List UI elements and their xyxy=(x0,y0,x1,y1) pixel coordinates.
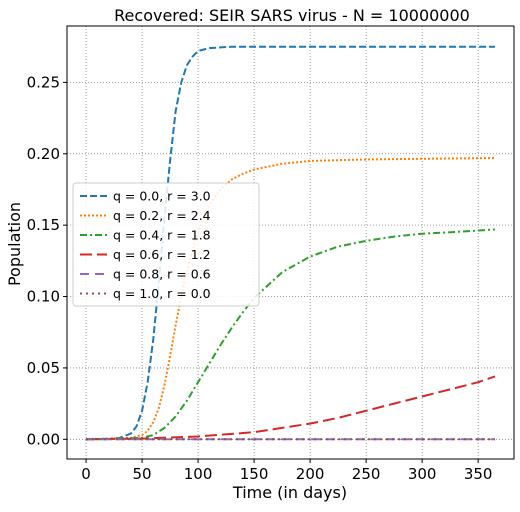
x-tick-label: 100 xyxy=(184,465,213,483)
series-line-3 xyxy=(86,228,496,441)
chart-title: Recovered: SEIR SARS virus - N = 1000000… xyxy=(114,6,470,25)
y-tick-label: 0.10 xyxy=(27,288,60,306)
legend-entry-label: q = 0.8, r = 0.6 xyxy=(113,267,211,282)
legend-entry-label: q = 0.6, r = 1.2 xyxy=(113,247,211,262)
y-axis-label: Population xyxy=(5,202,24,286)
y-tick-label: 0.15 xyxy=(27,216,60,234)
y-tick-label: 0.05 xyxy=(27,359,60,377)
series-line-1 xyxy=(86,45,495,441)
x-tick-label: 200 xyxy=(296,465,325,483)
legend-entry-label: q = 0.0, r = 3.0 xyxy=(113,189,211,204)
series-layer xyxy=(86,45,496,441)
x-tick-label: 0 xyxy=(81,465,91,483)
legend-entry-label: q = 0.2, r = 2.4 xyxy=(113,208,211,223)
x-tick-label: 300 xyxy=(408,465,437,483)
legend-entry-label: q = 0.4, r = 1.8 xyxy=(113,228,211,243)
x-tick-label: 250 xyxy=(352,465,381,483)
legend-entry-label: q = 1.0, r = 0.0 xyxy=(113,286,211,301)
y-tick-label: 0.00 xyxy=(27,430,60,448)
legend: q = 0.0, r = 3.0 q = 0.2, r = 2.4 q = 0.4,… xyxy=(72,182,260,307)
x-tick-label: 150 xyxy=(240,465,269,483)
plot-area-frame xyxy=(66,25,515,460)
x-tick-label: 50 xyxy=(133,465,152,483)
x-tick-label: 350 xyxy=(464,465,493,483)
x-axis-label: Time (in days) xyxy=(232,483,347,502)
y-tick-label: 0.25 xyxy=(27,73,60,91)
tick-layer: 0 50 100 150 200 250 300 350 0.00 0.05 0.10 0.15 0.2… xyxy=(27,73,493,483)
legend-frame xyxy=(72,182,260,307)
y-tick-label: 0.20 xyxy=(27,145,60,163)
series-line-4 xyxy=(86,375,496,441)
